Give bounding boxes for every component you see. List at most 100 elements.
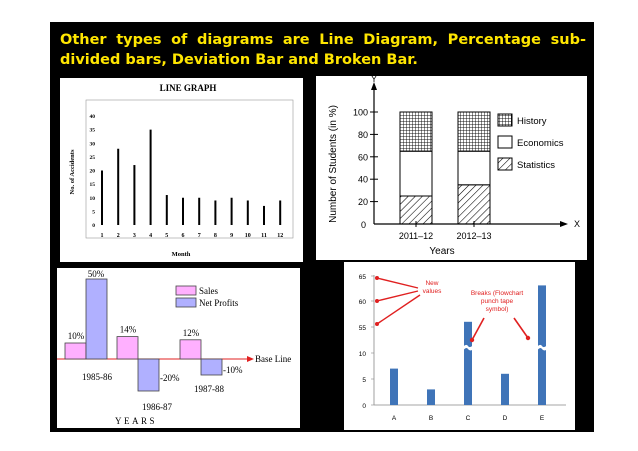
x-tick-label-1985-86: 1985-86 <box>82 372 112 382</box>
baseline-arrow <box>247 356 254 362</box>
legend-label-economics: Economics <box>517 138 564 149</box>
baseline-label: Base Line <box>255 354 291 364</box>
annotation-arrowhead-breaks-1 <box>469 337 475 343</box>
bar-2011–12-history <box>399 111 433 152</box>
annotation-arrowhead-new-values-1 <box>375 276 379 280</box>
x-tick-label-6: 6 <box>182 233 185 239</box>
bar-1987-88-net-profits <box>200 358 223 376</box>
data-label-1987-88-net-profits: -10% <box>223 365 243 375</box>
line-graph-plot-frame <box>85 99 294 239</box>
y-tick-label-10: 10 <box>359 351 367 358</box>
bar-1985-86-sales <box>64 342 87 360</box>
annotation-arrowhead-breaks-2 <box>525 335 531 341</box>
annotation-arrowhead-new-values-3 <box>375 322 379 326</box>
x-tick-label-11: 11 <box>261 233 267 239</box>
x-tick-label-2: 2 <box>117 233 120 239</box>
y-tick-label-5: 5 <box>362 377 366 384</box>
y-tick-label-100: 100 <box>353 108 368 118</box>
bar-1985-86-net-profits <box>85 278 108 360</box>
bar-1987-88-sales <box>179 339 202 360</box>
bar-A <box>390 368 398 405</box>
bar-2012–13-economics <box>457 150 491 186</box>
annotation-breaks-line2: punch tape <box>481 298 514 305</box>
deviation-x-axis-label: YEARS <box>115 416 157 426</box>
legend-swatch-economics <box>497 135 513 149</box>
y-tick-label-60: 60 <box>358 152 368 162</box>
subdivided-y-axis-label: Number of Students (in %) <box>328 105 339 223</box>
annotation-new-values-line1: New <box>425 280 438 287</box>
x-tick-label-5: 5 <box>165 233 168 239</box>
x-tick-label-1: 1 <box>101 233 104 239</box>
bar-2011–12-statistics <box>399 195 433 225</box>
annotation-new-values-line2: values <box>423 288 443 295</box>
subdivided-bar-panel: Y X 0 Number of Students (in %) Years 20… <box>316 76 587 260</box>
data-label-1985-86-net-profits: 50% <box>88 269 105 279</box>
y-axis-letter: Y <box>371 76 377 84</box>
line-graph-x-axis-label: Month <box>172 251 191 258</box>
x-axis-letter: X <box>574 219 580 229</box>
annotation-breaks-line3: symbol) <box>486 306 509 313</box>
bar-D <box>501 373 509 405</box>
y-tick-label-5: 5 <box>92 209 95 215</box>
x-tick-label-7: 7 <box>198 233 201 239</box>
y-axis-arrow <box>371 82 377 90</box>
y-tick-label-10: 10 <box>90 196 96 202</box>
deviation-bar-panel: Base Line YEARS 10% 50% 14% -20% 12% -10% 1985… <box>57 268 300 428</box>
bar-E <box>538 285 546 405</box>
y-tick-label-40: 40 <box>358 175 368 185</box>
y-tick-label-30: 30 <box>90 141 96 147</box>
line-graph-y-axis-label: No. of Accidents <box>69 149 76 194</box>
data-label-1985-86-sales: 10% <box>68 331 85 341</box>
bar-2011–12-economics <box>399 150 433 197</box>
legend-swatch-history <box>497 113 513 127</box>
x-axis-arrow <box>560 221 568 227</box>
deviation-legend: Sales Net Profits <box>175 285 239 308</box>
x-tick-label-2011–12: 2011–12 <box>399 231 433 241</box>
bar-B <box>427 389 435 405</box>
y-tick-label-40: 40 <box>90 114 96 120</box>
x-tick-label-E: E <box>540 415 545 422</box>
x-tick-label-D: D <box>503 415 508 422</box>
y-tick-label-0: 0 <box>362 403 366 410</box>
x-tick-label-4: 4 <box>149 233 152 239</box>
x-tick-label-9: 9 <box>230 233 233 239</box>
y-tick-label-65: 65 <box>359 274 367 281</box>
legend-label-net-profits: Net Profits <box>199 298 239 308</box>
deviation-bar-chart: Base Line YEARS 10% 50% 14% -20% 12% -10% 1985… <box>57 269 291 426</box>
annotation-arrow-new-values-1 <box>376 277 419 289</box>
annotation-arrow-breaks-1 <box>471 317 485 341</box>
x-tick-label-A: A <box>392 415 397 422</box>
bar-1986-87-sales <box>116 336 139 360</box>
bar-break-C <box>462 344 474 352</box>
x-tick-label-10: 10 <box>245 233 251 239</box>
legend-swatch-sales <box>175 285 197 296</box>
legend-swatch-net-profits <box>175 297 197 308</box>
annotation-arrow-new-values-2 <box>376 290 419 302</box>
y-tick-label-35: 35 <box>90 128 96 134</box>
annotation-breaks-line1: Breaks (Flowchart <box>471 290 524 297</box>
bar-break-E <box>536 344 548 352</box>
x-tick-label-1986-87: 1986-87 <box>142 402 172 412</box>
subdivided-legend: History Economics Statistics <box>497 113 564 171</box>
legend-swatch-statistics <box>497 157 513 171</box>
annotation-arrow-new-values-3 <box>376 294 421 325</box>
x-tick-label-12: 12 <box>277 233 283 239</box>
line-graph-chart: LINE GRAPH No. of Accidents Month 051015… <box>69 83 294 258</box>
y-tick-label-20: 20 <box>90 169 96 175</box>
x-tick-label-1987-88: 1987-88 <box>194 384 224 394</box>
bar-2012–13-statistics <box>457 184 491 225</box>
data-label-1986-87-sales: 14% <box>120 325 137 335</box>
line-graph-title: LINE GRAPH <box>160 83 217 93</box>
x-tick-label-8: 8 <box>214 233 217 239</box>
legend-label-history: History <box>517 116 547 127</box>
y-tick-label-80: 80 <box>358 130 368 140</box>
y-tick-label-25: 25 <box>90 155 96 161</box>
bar-1986-87-net-profits <box>137 358 160 392</box>
y-tick-label-60: 60 <box>359 299 367 306</box>
legend-label-statistics: Statistics <box>517 160 555 171</box>
bar-C <box>464 321 472 405</box>
slide-heading: Other types of diagrams are Line Diagram… <box>60 32 586 68</box>
legend-label-sales: Sales <box>199 286 218 296</box>
data-label-1987-88-sales: 12% <box>183 328 200 338</box>
